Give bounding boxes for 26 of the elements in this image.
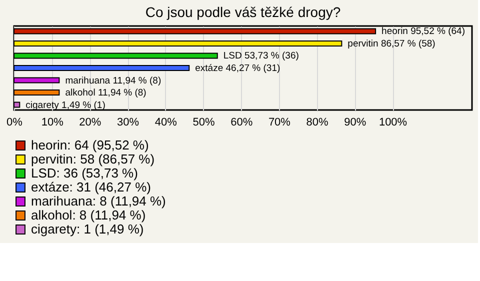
x-tick-label: 50% [192, 116, 215, 128]
category-label: alkohol 11,94 % (8) [65, 88, 146, 99]
x-tick-label: 10% [41, 116, 64, 128]
legend-label: alkohol: 8 (11,94 %) [31, 208, 146, 222]
x-tick-label: 80% [306, 116, 329, 128]
category-label: LSD 53,73 % (36) [223, 50, 299, 62]
category-label: extáze 46,27 % (31) [195, 63, 280, 74]
x-tick-label: 0% [6, 116, 23, 128]
x-tick-label: 40% [154, 116, 178, 128]
chart-title: Co jsou podle váš těžké drogy? [145, 4, 341, 20]
legend-label: marihuana: 8 (11,94 %) [31, 194, 166, 208]
x-tick-label: 100% [378, 116, 408, 128]
x-tick-label: 30% [117, 116, 140, 128]
legend-label: heorin: 64 (95,52 %) [31, 138, 149, 152]
legend-label: pervitin: 58 (86,57 %) [31, 152, 155, 166]
legend-label: extáze: 31 (46,27 %) [31, 180, 151, 194]
category-label: marihuana 11,94 % (8) [65, 75, 162, 86]
x-tick-label: 20% [79, 116, 102, 128]
x-tick-label: 90% [344, 116, 366, 128]
legend-label: cigarety: 1 (1,49 %) [31, 222, 144, 236]
category-label: heorin 95,52 % (64) [382, 26, 466, 38]
legend-label: LSD: 36 (53,73 %) [31, 166, 138, 180]
category-label: pervitin 86,57 % (58) [348, 38, 436, 50]
category-label: cigarety 1,49 % (1) [26, 100, 106, 111]
x-tick-label: 70% [268, 116, 291, 128]
x-tick-label: 60% [230, 116, 253, 128]
